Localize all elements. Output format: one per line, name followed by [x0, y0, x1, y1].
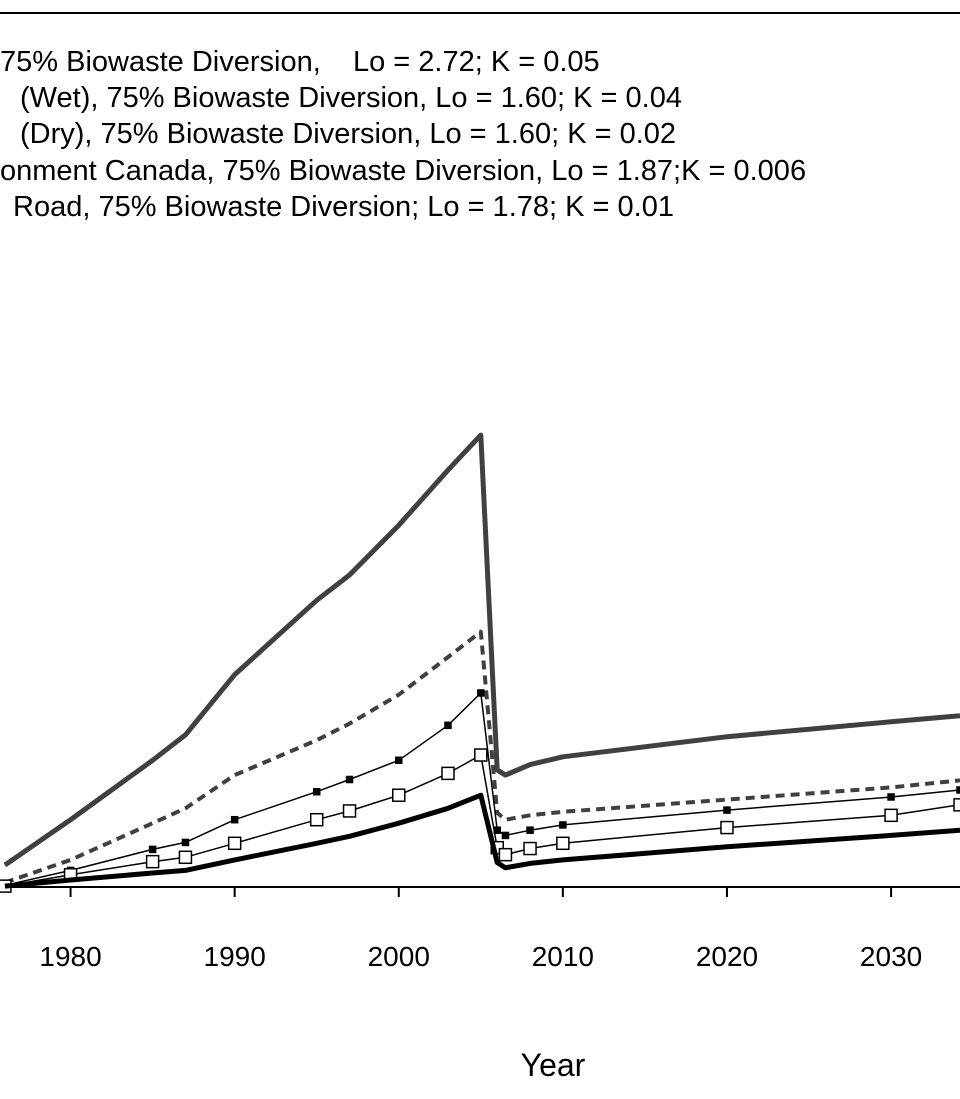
point-marker: [181, 838, 190, 847]
legend-entry: (Dry), 75% Biowaste Diversion, Lo = 1.60…: [20, 118, 676, 150]
legend-entry: onment Canada, 75% Biowaste Diversion, L…: [0, 155, 806, 187]
point-marker: [345, 775, 354, 784]
x-axis-label: Year: [521, 1047, 586, 1083]
point-marker: [441, 766, 455, 781]
legend-entry: 75% Biowaste Diversion, Lo = 2.72; K = 0…: [0, 46, 600, 78]
x-tick-label: 2000: [368, 941, 430, 972]
point-marker: [312, 787, 321, 796]
point-marker: [474, 748, 488, 762]
point-marker: [498, 847, 513, 862]
point-marker: [444, 721, 452, 730]
legend-entry: (Wet), 75% Biowaste Diversion, Lo = 1.60…: [20, 82, 682, 114]
point-marker: [720, 820, 734, 835]
point-marker: [230, 815, 239, 824]
point-marker: [477, 689, 485, 697]
legend-entry: Road, 75% Biowaste Diversion; Lo = 1.78;…: [13, 191, 674, 223]
point-marker: [884, 808, 898, 823]
point-marker: [501, 831, 510, 840]
point-marker: [342, 804, 357, 818]
x-tick-label: 2030: [860, 941, 922, 972]
point-marker: [556, 836, 570, 851]
point-marker: [526, 826, 534, 834]
point-marker: [723, 806, 731, 814]
point-marker: [227, 836, 242, 851]
point-marker: [145, 854, 160, 869]
point-marker: [953, 798, 960, 812]
x-tick-label: 2020: [696, 941, 758, 972]
series-line: [4, 629, 960, 885]
point-marker: [392, 788, 406, 802]
x-tick-label: 2010: [532, 941, 594, 972]
x-tick-label: 1990: [204, 941, 266, 972]
point-marker: [309, 812, 324, 827]
point-marker: [395, 756, 403, 765]
point-marker: [956, 786, 960, 794]
series-line: [3, 432, 960, 868]
point-marker: [887, 793, 895, 801]
x-tick-label: 1980: [39, 941, 101, 972]
point-marker: [523, 841, 537, 856]
point-marker: [559, 821, 567, 829]
point-marker: [148, 845, 157, 854]
point-marker: [178, 850, 193, 865]
series-line: [4, 792, 960, 889]
